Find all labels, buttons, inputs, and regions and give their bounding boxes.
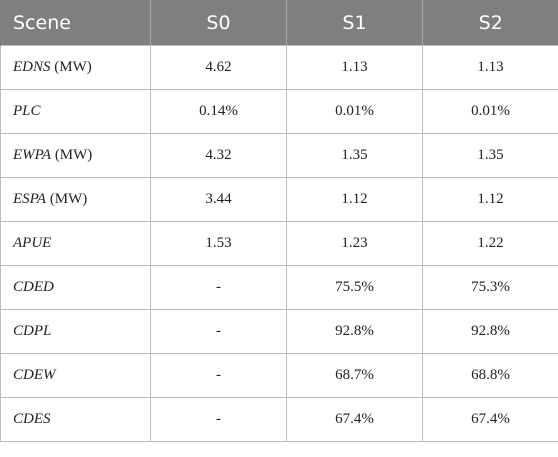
cell-s2: 0.01% [422, 89, 558, 134]
row-label: EDNS (MW) [0, 45, 151, 90]
row-label: CDED [0, 265, 151, 310]
metric-unit: (MW) [46, 191, 88, 207]
header-s2: S2 [422, 0, 558, 46]
metric-unit: (MW) [51, 147, 93, 163]
cell-s1: 67.4% [286, 397, 423, 442]
cell-s2: 1.13 [422, 45, 558, 90]
row-label: CDES [0, 397, 151, 442]
table-row: CDEW - 68.7% 68.8% [0, 353, 558, 398]
table-row: EDNS (MW) 4.62 1.13 1.13 [0, 45, 558, 90]
metric-name: CDES [13, 411, 51, 427]
cell-s0: 4.32 [150, 133, 287, 178]
cell-s0: 0.14% [150, 89, 287, 134]
cell-s0: - [150, 265, 287, 310]
cell-s0: - [150, 353, 287, 398]
table-row: APUE 1.53 1.23 1.22 [0, 221, 558, 266]
metric-name: CDED [13, 279, 54, 295]
table-row: CDED - 75.5% 75.3% [0, 265, 558, 310]
cell-s1: 75.5% [286, 265, 423, 310]
table-row: CDPL - 92.8% 92.8% [0, 309, 558, 354]
cell-s1: 1.35 [286, 133, 423, 178]
header-row: Scene S0 S1 S2 [0, 0, 558, 46]
cell-s1: 1.12 [286, 177, 423, 222]
metric-name: APUE [13, 235, 52, 251]
cell-s0: - [150, 397, 287, 442]
cell-s2: 1.12 [422, 177, 558, 222]
cell-s0: 1.53 [150, 221, 287, 266]
cell-s1: 0.01% [286, 89, 423, 134]
row-label: CDPL [0, 309, 151, 354]
table-row: EWPA (MW) 4.32 1.35 1.35 [0, 133, 558, 178]
header-scene: Scene [0, 0, 151, 46]
metric-name: EWPA [13, 147, 52, 163]
metric-name: ESPA [13, 191, 47, 207]
row-label: ESPA (MW) [0, 177, 151, 222]
row-label: CDEW [0, 353, 151, 398]
cell-s2: 67.4% [422, 397, 558, 442]
cell-s2: 1.35 [422, 133, 558, 178]
cell-s0: - [150, 309, 287, 354]
cell-s1: 1.13 [286, 45, 423, 90]
cell-s1: 68.7% [286, 353, 423, 398]
table-row: ESPA (MW) 3.44 1.12 1.12 [0, 177, 558, 222]
row-label: PLC [0, 89, 151, 134]
cell-s2: 1.22 [422, 221, 558, 266]
metric-name: CDEW [13, 367, 56, 383]
cell-s2: 92.8% [422, 309, 558, 354]
cell-s0: 4.62 [150, 45, 287, 90]
cell-s0: 3.44 [150, 177, 287, 222]
row-label: EWPA (MW) [0, 133, 151, 178]
row-label: APUE [0, 221, 151, 266]
cell-s1: 92.8% [286, 309, 423, 354]
cell-s2: 68.8% [422, 353, 558, 398]
cell-s2: 75.3% [422, 265, 558, 310]
metric-name: CDPL [13, 323, 52, 339]
metric-name: PLC [13, 103, 41, 119]
metric-unit: (MW) [50, 59, 92, 75]
table-row: CDES - 67.4% 67.4% [0, 397, 558, 442]
header-s1: S1 [286, 0, 423, 46]
cell-s1: 1.23 [286, 221, 423, 266]
metric-name: EDNS [13, 59, 51, 75]
results-table: Scene S0 S1 S2 EDNS (MW) 4.62 1.13 1.13 … [0, 0, 558, 442]
table-row: PLC 0.14% 0.01% 0.01% [0, 89, 558, 134]
header-s0: S0 [150, 0, 287, 46]
